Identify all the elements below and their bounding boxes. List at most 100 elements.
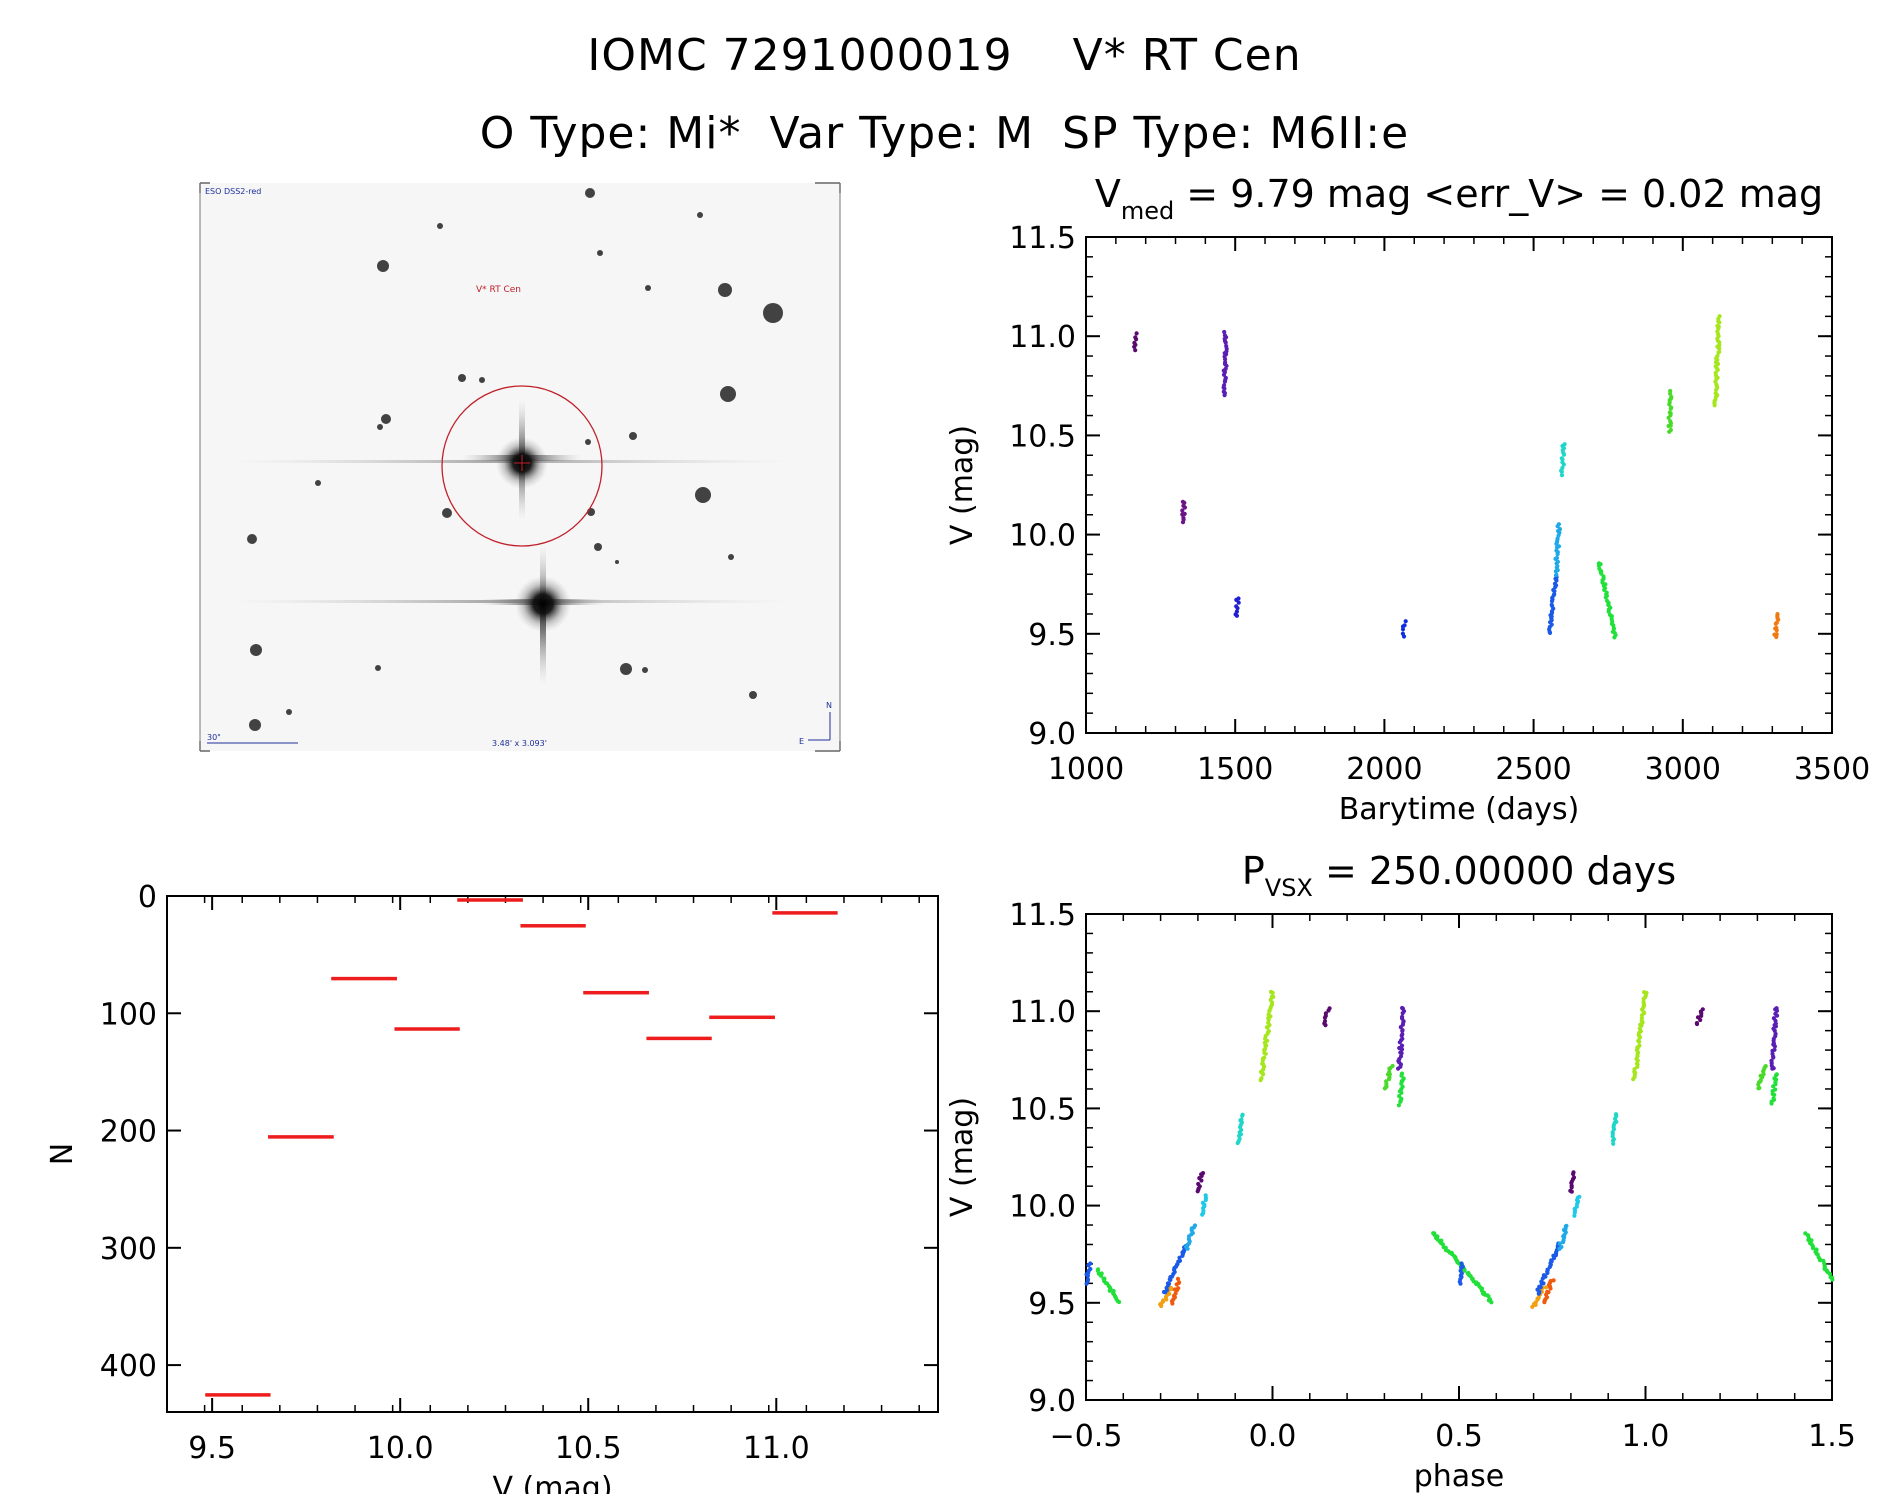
data-point	[1713, 391, 1718, 396]
data-point	[1611, 1141, 1616, 1146]
field-star	[718, 283, 732, 297]
data-point	[1327, 1006, 1332, 1011]
data-point	[1695, 1015, 1701, 1020]
data-point	[1384, 1079, 1389, 1084]
field-stars	[247, 188, 783, 731]
data-point	[1222, 383, 1227, 388]
data-point	[1668, 419, 1673, 424]
data-point	[1182, 511, 1187, 516]
data-point	[1268, 989, 1274, 995]
data-point	[1192, 1223, 1198, 1228]
bright-star	[480, 545, 605, 685]
x-tick-label: 2000	[1346, 752, 1422, 787]
data-point	[1168, 1285, 1173, 1290]
data-point	[1397, 1045, 1402, 1051]
data-point	[1224, 344, 1229, 349]
data-point	[1775, 612, 1780, 617]
data-point	[1637, 1043, 1642, 1048]
data-point	[1397, 1094, 1402, 1099]
object-id: IOMC 7291000019	[587, 30, 1013, 81]
data-point	[1234, 604, 1239, 609]
object-type: O Type: Mi*	[479, 108, 742, 159]
field-star	[585, 439, 591, 445]
y-tick-label: 10.5	[1009, 1092, 1076, 1127]
data-point	[1549, 602, 1554, 607]
data-point	[1177, 1255, 1182, 1260]
data-point	[1400, 631, 1405, 636]
y-tick-label: 100	[100, 997, 157, 1032]
data-point	[1236, 596, 1241, 601]
field-star	[381, 414, 391, 424]
field-star	[375, 665, 381, 671]
histogram-bar	[331, 976, 397, 981]
x-tick-label: 10.5	[555, 1431, 622, 1466]
data-point	[1827, 1271, 1832, 1277]
data-point	[1177, 1280, 1182, 1285]
variable-type: Var Type: M	[769, 108, 1035, 159]
field-star	[749, 691, 757, 699]
plot-subtitle: O Type: Mi* Var Type: M SP Type: M6II:e	[0, 108, 1889, 159]
east-label: E	[799, 737, 804, 746]
field-star	[697, 212, 703, 218]
data-point	[1668, 427, 1673, 433]
y-tick-label: 9.5	[1028, 1287, 1076, 1322]
y-axis-label: N	[45, 1143, 80, 1165]
target-label: V* RT Cen	[476, 285, 521, 295]
data-point	[1641, 999, 1646, 1005]
data-point	[1223, 375, 1228, 380]
data-point	[1642, 990, 1647, 995]
scale-label: 30"	[207, 733, 221, 742]
data-point	[1715, 353, 1720, 359]
survey-label: ESO DSS2-red	[205, 187, 261, 196]
data-point	[1545, 1289, 1550, 1294]
data-point	[1458, 1268, 1463, 1273]
field-star	[479, 377, 485, 383]
data-point	[1172, 1287, 1177, 1292]
data-point	[1763, 1064, 1768, 1069]
data-point	[1266, 1020, 1271, 1025]
data-point	[1196, 1181, 1201, 1187]
field-star	[642, 667, 648, 673]
data-point	[1537, 1284, 1542, 1289]
data-point	[1571, 1175, 1577, 1180]
data-point	[1559, 456, 1564, 461]
data-point	[1577, 1194, 1582, 1199]
x-tick-label: −0.5	[1050, 1419, 1123, 1454]
data-point	[1715, 323, 1720, 329]
magnitude-histogram: 9.5 10.0 10.5 11.0 0 100 200 300 400 V (mag) N	[45, 880, 939, 1494]
field-star	[247, 534, 257, 544]
data-point	[1117, 1299, 1122, 1305]
histogram-bar	[205, 1393, 271, 1397]
spectral-type: SP Type: M6II:e	[1062, 108, 1410, 159]
data-point	[1806, 1237, 1811, 1243]
data-point	[1613, 1112, 1619, 1117]
data-point	[1236, 600, 1241, 605]
data-point	[1085, 1277, 1091, 1282]
data-point	[1460, 1264, 1465, 1269]
histogram-bar	[772, 911, 838, 915]
data-point	[1161, 1298, 1166, 1303]
data-point	[1606, 609, 1611, 614]
plot-frame	[1085, 236, 1833, 734]
data-point	[1817, 1258, 1823, 1263]
field-star	[437, 223, 443, 229]
field-star	[728, 554, 734, 560]
y-tick-label: 200	[100, 1115, 157, 1150]
data-point	[1556, 522, 1561, 527]
data-point	[1489, 1300, 1494, 1305]
data-point	[1459, 1261, 1464, 1266]
data-point	[1771, 1096, 1776, 1101]
field-star	[286, 709, 292, 715]
data-point	[1133, 348, 1138, 353]
data-point	[1544, 1285, 1549, 1290]
data-point	[1390, 1063, 1395, 1069]
data-point	[1399, 1043, 1405, 1048]
data-point	[1551, 587, 1556, 593]
field-star	[695, 487, 711, 503]
y-tick-label: 11.0	[1009, 995, 1076, 1030]
data-point	[1239, 1117, 1244, 1122]
data-point	[1810, 1246, 1816, 1251]
data-point	[1200, 1171, 1206, 1176]
x-tick-label: 10.0	[367, 1431, 434, 1466]
